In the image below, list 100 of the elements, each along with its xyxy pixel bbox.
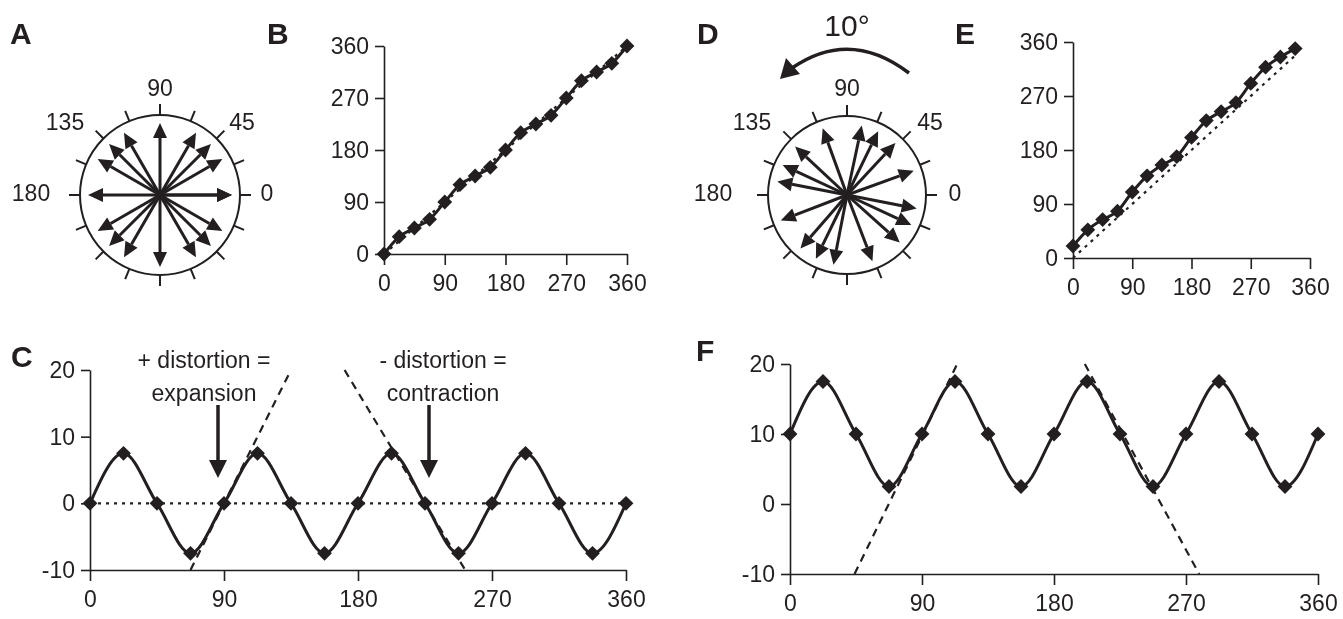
annotation: - distortion = <box>379 347 507 373</box>
point <box>782 426 798 442</box>
point <box>406 220 422 236</box>
annotation: contraction <box>386 380 500 406</box>
point <box>216 495 232 511</box>
chart-title: B <box>267 17 289 50</box>
text: 45 <box>917 109 943 135</box>
point <box>1310 426 1326 442</box>
point <box>1080 222 1096 238</box>
text: 135 <box>45 109 85 135</box>
point <box>1112 426 1128 442</box>
point <box>250 445 265 461</box>
point <box>513 125 529 141</box>
x-tick-label: 180 <box>486 270 526 297</box>
x-tick-label: 180 <box>1172 274 1212 301</box>
y-tick-label: 0 <box>356 240 369 267</box>
point <box>558 90 574 106</box>
point <box>1272 49 1288 65</box>
y-tick-label: -10 <box>741 560 775 587</box>
x-tick-label: 90 <box>432 270 459 297</box>
x-tick-label: 360 <box>1291 274 1330 301</box>
x-tick-label: 0 <box>84 586 97 613</box>
text: 90 <box>147 75 173 101</box>
point <box>350 495 366 511</box>
text: 0 <box>260 180 274 206</box>
point <box>283 495 299 511</box>
point <box>1110 203 1125 219</box>
x-tick-label: 0 <box>784 590 797 617</box>
point <box>1095 212 1111 228</box>
text: 45 <box>229 109 255 135</box>
point <box>528 116 544 132</box>
y-tick-label: 360 <box>330 32 369 59</box>
point <box>1228 95 1244 111</box>
point <box>116 445 131 461</box>
point <box>384 445 399 461</box>
point <box>980 426 996 442</box>
y-tick-label: 270 <box>330 84 369 111</box>
chart-title: E <box>955 17 976 50</box>
point <box>1213 104 1229 120</box>
y-tick-label: 10 <box>49 423 75 450</box>
x-tick-label: 360 <box>608 270 647 297</box>
x-tick-label: 90 <box>1119 274 1146 301</box>
y-tick-label: 0 <box>62 490 75 517</box>
point <box>417 495 433 511</box>
point <box>589 64 605 80</box>
point <box>467 168 483 184</box>
y-tick-label: 90 <box>343 188 369 215</box>
point <box>317 545 332 561</box>
y-tick-label: 20 <box>749 350 775 377</box>
point <box>1184 129 1199 145</box>
text: 0 <box>948 180 962 206</box>
point <box>914 426 930 442</box>
text: 135 <box>732 109 772 135</box>
point <box>452 177 468 193</box>
point <box>451 545 466 561</box>
point <box>543 107 559 123</box>
y-tick-label: 90 <box>1032 190 1058 217</box>
y-tick-label: 180 <box>1019 136 1058 163</box>
point <box>1198 113 1214 129</box>
y-tick-label: 0 <box>762 490 775 517</box>
point <box>518 445 533 461</box>
chart-title: F <box>696 334 715 367</box>
point <box>1139 168 1155 184</box>
text: 180 <box>11 180 51 206</box>
point <box>391 229 407 245</box>
x-tick-label: 90 <box>211 586 238 613</box>
point <box>1124 184 1140 200</box>
x-tick-label: 0 <box>1067 274 1080 301</box>
point <box>604 55 620 71</box>
y-tick-label: 10 <box>749 420 775 447</box>
text: 10° <box>824 8 870 42</box>
point <box>574 73 589 89</box>
point <box>1244 426 1260 442</box>
point <box>183 545 198 561</box>
point <box>618 495 634 511</box>
x-tick-label: 270 <box>1167 590 1206 617</box>
point <box>1065 238 1081 254</box>
x-tick-label: 0 <box>378 270 391 297</box>
point <box>1287 41 1303 57</box>
x-tick-label: 360 <box>1299 590 1338 617</box>
annotation: + distortion = <box>137 347 271 373</box>
point <box>1178 426 1194 442</box>
point <box>1046 426 1062 442</box>
chart-title: C <box>11 340 33 373</box>
point <box>848 426 864 442</box>
point <box>1243 75 1259 91</box>
text: 180 <box>693 180 733 206</box>
point <box>422 211 437 227</box>
point <box>482 159 498 175</box>
y-tick-label: 360 <box>1019 28 1058 55</box>
point <box>437 194 453 210</box>
point <box>82 495 98 511</box>
y-tick-label: -10 <box>41 556 75 583</box>
point <box>619 38 635 54</box>
x-tick-label: 90 <box>909 590 936 617</box>
text: D <box>697 17 719 50</box>
y-tick-label: 180 <box>330 136 369 163</box>
x-tick-label: 270 <box>547 270 586 297</box>
text: A <box>10 17 32 50</box>
text: 90 <box>834 75 860 101</box>
